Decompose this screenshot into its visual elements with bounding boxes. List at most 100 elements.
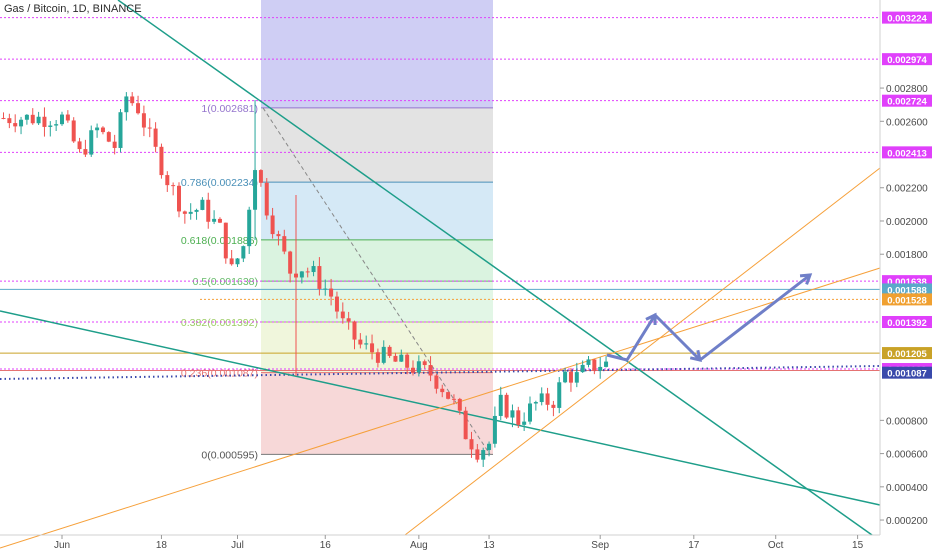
candle-body	[276, 234, 281, 237]
x-tick-label: Aug	[410, 540, 428, 550]
price-label-text: 0.001638	[887, 277, 927, 288]
candle-body	[551, 404, 556, 408]
candle-body	[317, 266, 322, 289]
price-label-text: 0.003224	[887, 14, 927, 25]
candle-body	[399, 354, 404, 362]
fib-level-label: 0(0.000595)	[201, 449, 258, 461]
price-label-text: 0.002724	[887, 97, 927, 108]
candle-body	[106, 132, 111, 142]
fib-zone	[261, 182, 493, 240]
candle-body	[95, 127, 100, 131]
x-tick-label: 17	[688, 540, 700, 550]
candle-body	[557, 382, 562, 408]
price-label: 0.003224	[882, 11, 932, 25]
projection-arrows	[606, 273, 813, 362]
price-label-bg	[882, 11, 932, 24]
fib-zone	[261, 372, 493, 455]
y-tick-label: 0.002200	[886, 184, 928, 195]
fib-zone	[261, 321, 493, 373]
candle-body	[130, 96, 135, 104]
x-tick-label: 15	[852, 540, 864, 550]
fibonacci-retracement: 1(0.002681) 0.786(0.002234) 0.618(0.001886…	[181, 0, 493, 461]
price-label: 0.002974	[882, 53, 932, 66]
candle-body	[118, 112, 123, 148]
price-label-bg	[882, 315, 932, 328]
candles	[1, 92, 609, 467]
fib-zone	[261, 107, 493, 183]
candle-body	[264, 182, 269, 216]
candle-body	[475, 449, 480, 460]
candle-body	[71, 120, 76, 142]
candle-body	[153, 128, 158, 147]
candle-body	[323, 288, 328, 290]
candle-body	[141, 113, 146, 128]
horizontal-lines	[0, 17, 881, 380]
trend-lines	[0, 0, 881, 549]
candle-body	[24, 114, 29, 120]
candle-body	[434, 375, 439, 389]
candle-body	[100, 127, 105, 133]
candle-body	[89, 130, 94, 155]
candle-body	[358, 339, 363, 345]
candle-body	[510, 410, 515, 418]
candle-body	[405, 354, 410, 368]
candle-body	[54, 124, 59, 126]
fib-level-label: 0.618(0.001886)	[181, 235, 258, 247]
candle-body	[182, 211, 187, 214]
candle-body	[124, 96, 129, 113]
fib-zone	[261, 239, 493, 282]
candle-body	[387, 346, 392, 356]
fib-level-label: 1(0.002681)	[201, 103, 258, 115]
candle-body	[223, 222, 228, 259]
price-label-text: 0.001588	[887, 285, 927, 296]
x-tick-label: Jun	[54, 540, 70, 550]
candle-body	[188, 211, 193, 214]
candle-body	[270, 215, 275, 235]
candle-body	[329, 288, 334, 297]
candle-body	[516, 410, 521, 425]
candle-body	[311, 266, 316, 273]
candle-body	[393, 355, 398, 362]
candle-body	[112, 141, 117, 148]
candle-body	[247, 209, 252, 247]
candle-body	[65, 114, 70, 121]
candle-body	[165, 175, 170, 186]
candle-body	[364, 343, 369, 345]
candle-body	[235, 258, 240, 265]
price-label-bg	[882, 293, 932, 306]
orange-trendline	[0, 267, 881, 549]
y-tick-label: 0.002000	[886, 217, 928, 228]
fib-level-label: 0.786(0.002234)	[181, 177, 258, 189]
arrow-head	[645, 312, 657, 326]
fib-level-label: 0.382(0.001392)	[181, 317, 258, 329]
candle-body	[492, 415, 497, 444]
y-tick-label: 0.000200	[886, 516, 928, 527]
x-tick-label: Jul	[231, 540, 244, 550]
y-tick-label: 0.002800	[886, 84, 928, 95]
candle-body	[305, 271, 310, 273]
candle-body	[13, 123, 18, 127]
candle-body	[346, 318, 351, 322]
y-tick-label: 0.000600	[886, 450, 928, 461]
candle-body	[42, 116, 47, 127]
candle-body	[83, 149, 88, 155]
fib-level-label: 0.5(0.001638)	[193, 276, 258, 288]
candle-body	[574, 372, 579, 383]
candle-body	[217, 218, 222, 223]
candle-body	[539, 393, 544, 403]
candle-body	[299, 271, 304, 278]
candle-body	[30, 114, 35, 124]
candle-body	[451, 398, 456, 400]
price-label: 0.002724	[882, 94, 932, 108]
x-tick-label: 16	[320, 540, 332, 550]
candle-body	[457, 398, 462, 411]
candle-body	[563, 371, 568, 383]
fib-zone	[261, 281, 493, 322]
candle-body	[487, 443, 492, 451]
candle-body	[422, 361, 427, 366]
candle-body	[411, 367, 415, 373]
arrow-head	[689, 349, 702, 362]
candle-body	[522, 421, 527, 425]
